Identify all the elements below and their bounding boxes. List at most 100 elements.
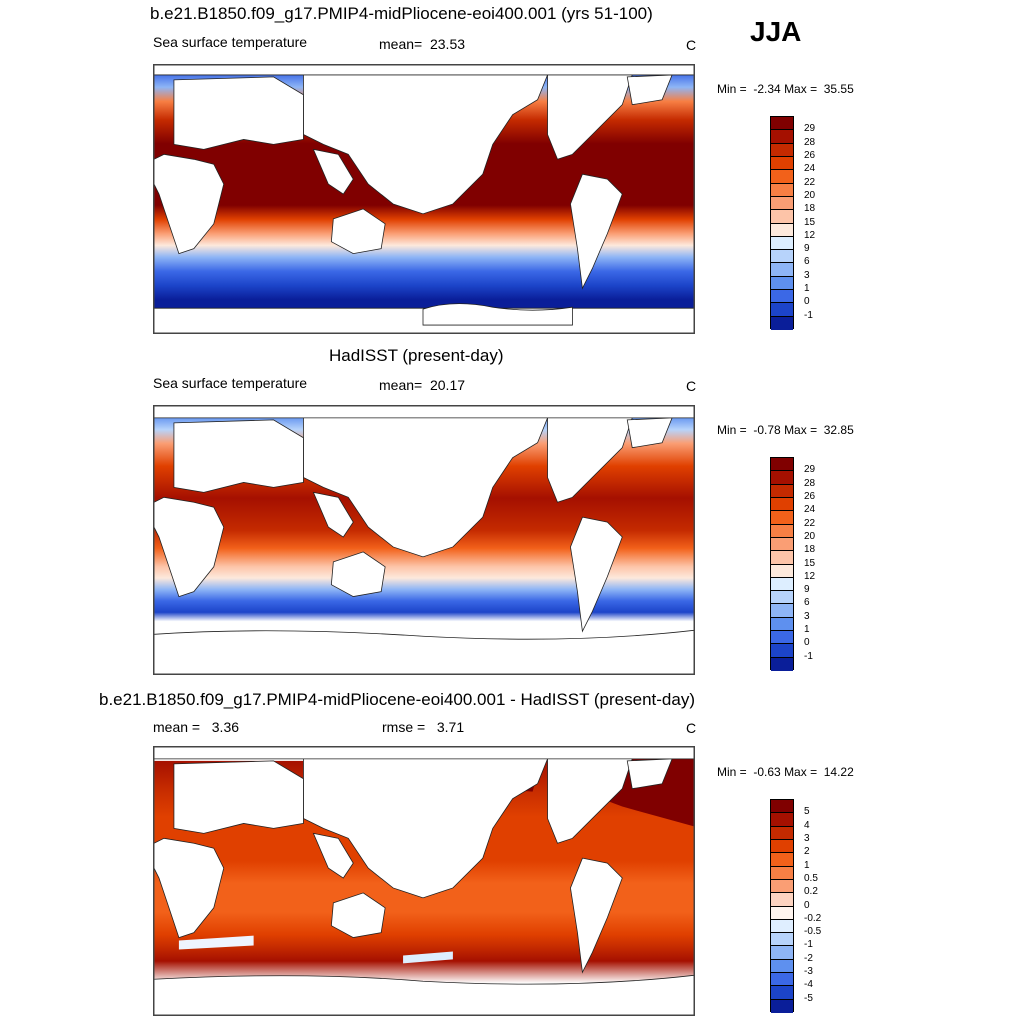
panel-2-units: C (686, 378, 697, 394)
panel-3-mean-value: 3.36 (211, 719, 240, 735)
panel-2-colorbar (770, 457, 794, 671)
colorbar-tick-label: 26 (804, 149, 816, 161)
colorbar-tick-label: 26 (804, 490, 816, 502)
panel-2-minmax: Min = -0.78 Max = 32.85 (717, 423, 854, 437)
colorbar-tick-label: -1 (804, 939, 813, 951)
colorbar-tick-label: 15 (804, 216, 816, 228)
colorbar-tick-label: 22 (804, 176, 816, 188)
colorbar-segment (771, 800, 793, 814)
panel-3-map (153, 746, 695, 1016)
season-label: JJA (750, 16, 802, 47)
colorbar-segment (771, 156, 793, 171)
panel-3-min-value: -0.63 (753, 765, 781, 779)
colorbar-tick-label: 4 (804, 819, 810, 831)
panel-3-title: b.e21.B1850.f09_g17.PMIP4-midPliocene-eo… (99, 690, 695, 709)
colorbar-segment (771, 813, 793, 827)
panel-2-mean-label: mean= 20.17 (379, 377, 466, 393)
panel-3-mean-label: mean = 3.36 (153, 719, 240, 735)
colorbar-segment (771, 196, 793, 211)
colorbar-tick-label: 0.2 (804, 886, 818, 898)
colorbar-segment (771, 471, 793, 485)
colorbar-tick-label: 18 (804, 203, 816, 215)
colorbar-segment (771, 551, 793, 565)
colorbar-segment (771, 458, 793, 472)
colorbar-tick-label: 2 (804, 846, 810, 858)
colorbar-segment (771, 604, 793, 618)
colorbar-tick-label: 5 (804, 806, 810, 818)
colorbar-tick-label: 20 (804, 189, 816, 201)
colorbar-tick-label: -1 (804, 309, 813, 321)
colorbar-segment (771, 210, 793, 224)
colorbar-tick-label: 0 (804, 899, 810, 911)
colorbar-segment (771, 933, 793, 947)
panel-3-rmse-value: 3.71 (436, 719, 465, 735)
colorbar-segment (771, 524, 793, 538)
colorbar-segment (771, 183, 793, 197)
colorbar-tick-label: 29 (804, 464, 816, 476)
colorbar-tick-label: 3 (804, 610, 810, 622)
panel-3-minmax: Min = -0.63 Max = 14.22 (717, 765, 854, 779)
panel-2-min-value: -0.78 (753, 423, 781, 437)
panel-1-title: b.e21.B1850.f09_g17.PMIP4-midPliocene-eo… (150, 4, 653, 23)
panel-2-max-value: 32.85 (823, 423, 854, 437)
colorbar-tick-label: 6 (804, 256, 810, 268)
panel-1-max-value: 35.55 (823, 82, 854, 96)
panel-1-map (153, 64, 695, 334)
colorbar-tick-label: -5 (804, 992, 813, 1004)
colorbar-tick-label: 3 (804, 832, 810, 844)
panel-3-rmse-label: rmse = 3.71 (382, 719, 465, 735)
colorbar-tick-label: 0 (804, 637, 810, 649)
colorbar-segment (771, 973, 793, 987)
panel-2-variable-label: Sea surface temperature (153, 375, 308, 391)
colorbar-tick-label: 29 (804, 123, 816, 135)
colorbar-tick-label: -1 (804, 650, 813, 662)
colorbar-tick-label: -2 (804, 952, 813, 964)
colorbar-segment (771, 303, 793, 317)
colorbar-tick-label: 1 (804, 859, 810, 871)
colorbar-segment (771, 906, 793, 920)
colorbar-segment (771, 577, 793, 592)
colorbar-segment (771, 986, 793, 1000)
colorbar-segment (771, 143, 793, 157)
colorbar-segment (771, 511, 793, 525)
colorbar-segment (771, 657, 793, 671)
panel-1-variable-label: Sea surface temperature (153, 34, 308, 50)
panel-1-colorbar (770, 116, 794, 330)
panel-3-units: C (686, 720, 697, 736)
colorbar-tick-label: 20 (804, 530, 816, 542)
panel-1-mean-label: mean= 23.53 (379, 36, 466, 52)
colorbar-segment (771, 839, 793, 854)
colorbar-segment (771, 853, 793, 867)
colorbar-segment (771, 276, 793, 291)
colorbar-segment (771, 316, 793, 330)
panel-3-land-mask (154, 747, 694, 1015)
panel-1-minmax: Min = -2.34 Max = 35.55 (717, 82, 854, 96)
colorbar-segment (771, 170, 793, 184)
colorbar-segment (771, 644, 793, 658)
colorbar-segment (771, 250, 793, 264)
panel-1-min-value: -2.34 (753, 82, 781, 96)
colorbar-tick-label: 3 (804, 269, 810, 281)
colorbar-tick-label: 24 (804, 163, 816, 175)
colorbar-segment (771, 893, 793, 907)
colorbar-segment (771, 130, 793, 144)
colorbar-segment (771, 617, 793, 632)
colorbar-tick-label: 18 (804, 544, 816, 556)
panel-2-land-mask (154, 406, 694, 674)
colorbar-segment (771, 117, 793, 131)
colorbar-segment (771, 236, 793, 251)
colorbar-segment (771, 263, 793, 277)
colorbar-segment (771, 564, 793, 578)
colorbar-tick-label: 1 (804, 283, 810, 295)
colorbar-tick-label: 24 (804, 504, 816, 516)
colorbar-tick-label: 28 (804, 136, 816, 148)
panel-1-land-mask (154, 65, 694, 333)
colorbar-segment (771, 959, 793, 974)
colorbar-tick-label: 6 (804, 597, 810, 609)
colorbar-tick-label: 9 (804, 243, 810, 255)
colorbar-tick-label: 12 (804, 570, 816, 582)
colorbar-segment (771, 631, 793, 645)
panel-3-colorbar (770, 799, 794, 1013)
colorbar-tick-label: 0.5 (804, 872, 818, 884)
colorbar-segment (771, 484, 793, 498)
